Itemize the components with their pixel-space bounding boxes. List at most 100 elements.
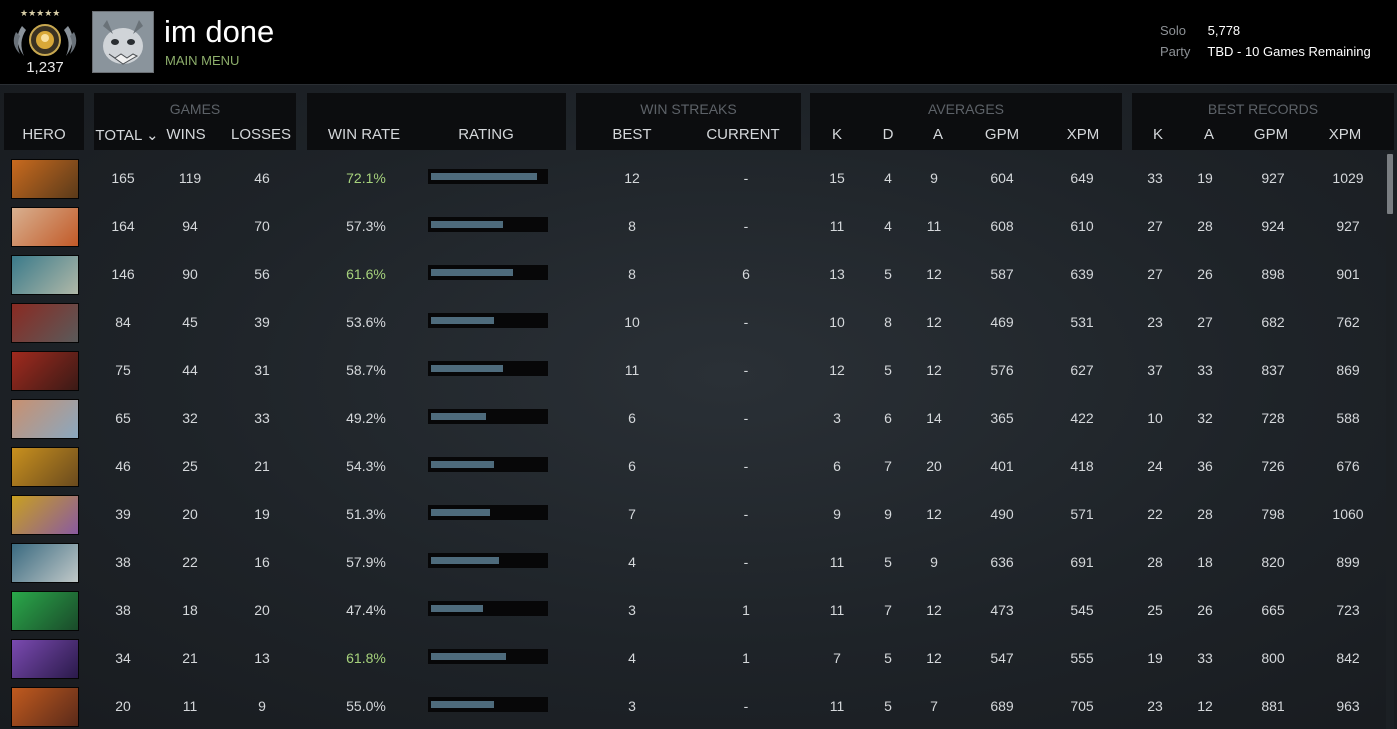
cell-current: - (743, 218, 749, 234)
col-wins[interactable]: WINS (166, 126, 206, 143)
group-averages: AVERAGES (928, 101, 1004, 117)
table-row[interactable]: 65 32 33 49.2% 6 - 3 6 14 365 422 10 32 728 588 (0, 391, 1386, 439)
cell-bgpm: 837 (1261, 362, 1285, 378)
col-avg-gpm[interactable]: GPM (984, 126, 1020, 143)
cell-total: 146 (111, 266, 135, 282)
cell-total: 38 (115, 554, 131, 570)
hero-portrait[interactable] (11, 351, 79, 391)
table-row[interactable]: 38 18 20 47.4% 3 1 11 7 12 473 545 25 26 665 723 (0, 583, 1386, 631)
cell-d: 5 (884, 554, 892, 570)
player-name: im done (164, 14, 275, 49)
cell-total: 165 (111, 170, 135, 186)
cell-wins: 11 (182, 698, 198, 714)
cell-losses: 39 (254, 314, 270, 330)
cell-best: 12 (624, 170, 640, 186)
mmr-party: Party TBD - 10 Games Remaining (1160, 44, 1371, 59)
rating-bar (428, 601, 548, 616)
cell-best: 7 (628, 506, 636, 522)
cell-gpm: 473 (990, 602, 1014, 618)
col-best-streak[interactable]: BEST (612, 126, 652, 143)
col-current-streak[interactable]: CURRENT (706, 126, 780, 143)
hero-portrait[interactable] (11, 687, 79, 727)
rating-bar-fill (431, 365, 503, 372)
cell-win-rate: 61.6% (346, 266, 386, 282)
rating-bar-fill (431, 701, 494, 708)
col-rating[interactable]: RATING (458, 126, 514, 143)
cell-current: - (743, 410, 749, 426)
col-best-assists[interactable]: A (1203, 126, 1214, 143)
col-best-kills[interactable]: K (1152, 126, 1163, 143)
table-row[interactable]: 39 20 19 51.3% 7 - 9 9 12 490 571 22 28 798 1060 (0, 487, 1386, 535)
hero-stats-table: GAMES WIN STREAKS AVERAGES BEST RECORDS … (0, 85, 1397, 729)
cell-wins: 90 (182, 266, 198, 282)
col-best-xpm[interactable]: XPM (1328, 126, 1362, 143)
hero-portrait[interactable] (11, 495, 79, 535)
hero-portrait[interactable] (11, 591, 79, 631)
cell-xpm: 649 (1070, 170, 1094, 186)
table-row[interactable]: 146 90 56 61.6% 8 6 13 5 12 587 639 27 26 898 901 (0, 247, 1386, 295)
rating-bar (428, 457, 548, 472)
hero-portrait[interactable] (11, 159, 79, 199)
cell-best: 4 (628, 650, 636, 666)
cell-d: 6 (884, 410, 892, 426)
cell-current: - (743, 458, 749, 474)
scrollbar-thumb[interactable] (1387, 154, 1393, 214)
hero-portrait[interactable] (11, 447, 79, 487)
rank-medal[interactable]: ★★★★★ 1,237 (6, 4, 82, 76)
cell-bk: 27 (1147, 266, 1163, 282)
table-row[interactable]: 38 22 16 57.9% 4 - 11 5 9 636 691 28 18 820 899 (0, 535, 1386, 583)
cell-a: 12 (926, 650, 942, 666)
col-win-rate[interactable]: WIN RATE (327, 126, 401, 143)
col-avg-deaths[interactable]: D (882, 126, 894, 143)
cell-gpm: 576 (990, 362, 1014, 378)
player-avatar[interactable] (92, 11, 154, 73)
cell-win-rate: 49.2% (346, 410, 386, 426)
cell-best: 4 (628, 554, 636, 570)
col-hero[interactable]: HERO (22, 126, 66, 143)
rating-bar-fill (431, 653, 506, 660)
col-total[interactable]: TOTAL ⌄ (95, 127, 159, 144)
cell-k: 11 (829, 554, 845, 570)
hero-portrait[interactable] (11, 639, 79, 679)
cell-bxpm: 723 (1336, 602, 1360, 618)
table-row[interactable]: 46 25 21 54.3% 6 - 6 7 20 401 418 24 36 726 676 (0, 439, 1386, 487)
col-avg-xpm[interactable]: XPM (1066, 126, 1100, 143)
cell-win-rate: 54.3% (346, 458, 386, 474)
cell-total: 84 (115, 314, 131, 330)
cell-k: 11 (829, 218, 845, 234)
cell-xpm: 639 (1070, 266, 1094, 282)
cell-current: 6 (742, 266, 750, 282)
hero-portrait[interactable] (11, 303, 79, 343)
cell-gpm: 547 (990, 650, 1014, 666)
table-row[interactable]: 75 44 31 58.7% 11 - 12 5 12 576 627 37 33 837 869 (0, 343, 1386, 391)
col-best-gpm[interactable]: GPM (1253, 126, 1289, 143)
hero-portrait[interactable] (11, 255, 79, 295)
cell-win-rate: 55.0% (346, 698, 386, 714)
table-row[interactable]: 165 119 46 72.1% 12 - 15 4 9 604 649 33 19 927 1029 (0, 151, 1386, 199)
cell-a: 12 (926, 314, 942, 330)
cell-bk: 19 (1147, 650, 1163, 666)
cell-xpm: 545 (1070, 602, 1094, 618)
cell-d: 4 (884, 218, 892, 234)
cell-best: 10 (624, 314, 640, 330)
hero-portrait[interactable] (11, 399, 79, 439)
cell-xpm: 531 (1070, 314, 1094, 330)
cell-xpm: 418 (1070, 458, 1094, 474)
col-avg-kills[interactable]: K (831, 126, 842, 143)
cell-win-rate: 47.4% (346, 602, 386, 618)
cell-bxpm: 762 (1336, 314, 1360, 330)
hero-portrait[interactable] (11, 543, 79, 583)
col-losses[interactable]: LOSSES (230, 126, 292, 143)
hero-portrait[interactable] (11, 207, 79, 247)
table-row[interactable]: 20 11 9 55.0% 3 - 11 5 7 689 705 23 12 881 963 (0, 679, 1386, 727)
cell-k: 3 (833, 410, 841, 426)
table-scrollbar[interactable] (1386, 152, 1394, 729)
table-row[interactable]: 34 21 13 61.8% 4 1 7 5 12 547 555 19 33 800 842 (0, 631, 1386, 679)
cell-a: 14 (926, 410, 942, 426)
table-row[interactable]: 164 94 70 57.3% 8 - 11 4 11 608 610 27 28 924 927 (0, 199, 1386, 247)
cell-bxpm: 899 (1336, 554, 1360, 570)
cell-bxpm: 901 (1336, 266, 1360, 282)
table-row[interactable]: 84 45 39 53.6% 10 - 10 8 12 469 531 23 27 682 762 (0, 295, 1386, 343)
col-avg-assists[interactable]: A (932, 126, 943, 143)
cell-best: 6 (628, 458, 636, 474)
